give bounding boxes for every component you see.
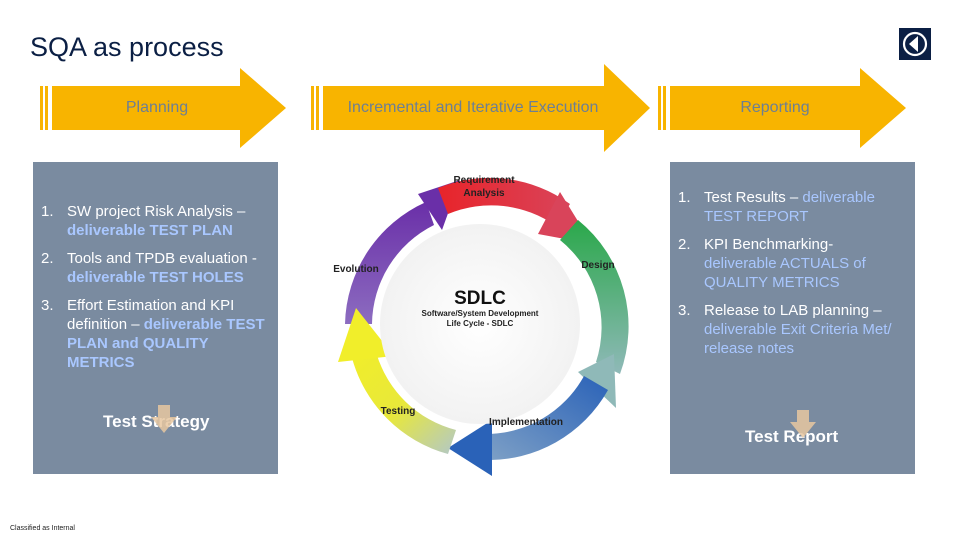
reporting-footer: Test Report: [745, 427, 839, 446]
phase-label-reporting: Reporting: [740, 99, 810, 116]
list-item: 2. Tools and TPDB evaluation - deliverab…: [41, 249, 268, 287]
reporting-panel: 1. Test Results – deliverable TEST REPOR…: [670, 162, 915, 474]
list-item: 3. Effort Estimation and KPI definition …: [41, 296, 268, 372]
deliverable-text: deliverable TEST REPORT: [704, 189, 875, 225]
list-number: 1.: [678, 189, 691, 206]
phase-arrow-execution: Incremental and Iterative Execution: [311, 64, 650, 152]
list-item: 1. Test Results – deliverable TEST REPOR…: [678, 188, 905, 226]
brand-logo-icon: [899, 28, 931, 60]
segment-design: [560, 220, 629, 374]
list-item: 2. KPI Benchmarking- deliverable ACTUALS…: [678, 235, 905, 292]
item-text: Test Results –: [704, 189, 803, 206]
planning-panel: 1. SW project Risk Analysis – deliverabl…: [33, 162, 278, 474]
stage-label-analysis: Analysis: [463, 188, 505, 199]
down-arrow-icon: [790, 410, 816, 438]
deliverable-text: deliverable TEST PLAN and QUALITY METRIC…: [67, 316, 265, 371]
reporting-list: 1. Test Results – deliverable TEST REPOR…: [678, 188, 905, 358]
deliverable-text: deliverable TEST PLAN: [67, 222, 233, 239]
list-number: 3.: [678, 302, 691, 319]
item-text: KPI Benchmarking-: [704, 236, 834, 253]
page-title: SQA as process: [30, 32, 224, 62]
planning-list: 1. SW project Risk Analysis – deliverabl…: [41, 202, 268, 372]
phase-arrow-planning: Planning: [40, 68, 286, 148]
phase-label-execution: Incremental and Iterative Execution: [347, 99, 599, 116]
deliverable-text: deliverable TEST HOLES: [67, 269, 244, 286]
stage-label-design: Design: [581, 260, 614, 271]
segment-requirement: [438, 177, 570, 226]
stage-label-requirement: Requirement: [453, 175, 515, 186]
item-text: Tools and TPDB evaluation -: [67, 250, 257, 267]
segment-evolution: [345, 202, 434, 324]
list-item: 1. SW project Risk Analysis – deliverabl…: [41, 202, 268, 240]
item-text: Release to LAB planning –: [704, 302, 882, 319]
list-item: 3. Release to LAB planning – deliverable…: [678, 301, 905, 358]
stage-label-testing: Testing: [381, 406, 416, 417]
list-number: 1.: [41, 203, 54, 220]
deliverable-text: deliverable Exit Criteria Met/ release n…: [704, 321, 892, 357]
phase-label-planning: Planning: [125, 99, 189, 116]
item-text: SW project Risk Analysis –: [67, 203, 246, 220]
down-arrow-icon: [151, 405, 177, 433]
list-number: 2.: [41, 250, 54, 267]
list-number: 2.: [678, 236, 691, 253]
sdlc-center: [380, 224, 580, 424]
deliverable-text: deliverable ACTUALS of QUALITY METRICS: [704, 255, 866, 291]
classification-note: Classified as Internal: [10, 525, 75, 532]
phase-arrow-reporting: Reporting: [658, 68, 906, 148]
list-number: 3.: [41, 297, 54, 314]
segment-testing: [352, 352, 456, 454]
stage-label-evolution: Evolution: [333, 264, 379, 275]
sdlc-center-subtitle-1: Software/System Development: [422, 309, 539, 318]
sdlc-center-title: SDLC: [454, 288, 506, 309]
stage-label-implementation: Implementation: [489, 417, 563, 428]
sdlc-cycle-diagram: SDLC Software/System Development Life Cy…: [333, 175, 629, 476]
segment-implementation: [484, 376, 608, 461]
item-text: Effort Estimation and KPI definition –: [67, 297, 235, 333]
sdlc-center-subtitle-2: Life Cycle - SDLC: [447, 319, 514, 328]
